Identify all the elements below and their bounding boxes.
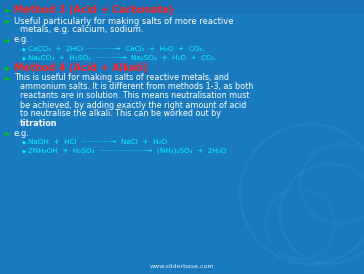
- Text: 2NH₄OH  +  H₂SO₄  ·····················→  (NH₄)₂SO₄  +  2H₂O: 2NH₄OH + H₂SO₄ ·····················→ (N…: [28, 148, 226, 154]
- Text: ►: ►: [5, 36, 11, 44]
- Text: NaOH  +  HCl  ·············→  NaCl  +  H₂O: NaOH + HCl ·············→ NaCl + H₂O: [28, 139, 167, 145]
- Text: ►: ►: [5, 129, 11, 138]
- Text: Method 4 (Acid + Alkali): Method 4 (Acid + Alkali): [14, 63, 148, 73]
- Text: ◆: ◆: [22, 56, 26, 61]
- Text: be achieved, by adding exactly the right amount of acid: be achieved, by adding exactly the right…: [20, 101, 246, 110]
- Text: CaCO₃  +  2HCl  ············→  CaCl₂  +  H₂O  +  CO₂.: CaCO₃ + 2HCl ············→ CaCl₂ + H₂O +…: [28, 46, 205, 52]
- Text: ◆: ◆: [22, 47, 26, 52]
- Text: e.g.: e.g.: [14, 36, 30, 44]
- Text: Na₂CO₃  +  H₂SO₄  ···········→  Na₂SO₄  +  H₂O  +  CO₂.: Na₂CO₃ + H₂SO₄ ···········→ Na₂SO₄ + H₂O…: [28, 55, 217, 61]
- Bar: [0, 0, 364, 14]
- Text: ►: ►: [5, 73, 11, 82]
- Text: ammonium salts. It is different from methods 1-3, as both: ammonium salts. It is different from met…: [20, 82, 253, 92]
- Text: Method 3 (Acid + Carbonate): Method 3 (Acid + Carbonate): [14, 5, 174, 15]
- Text: e.g.: e.g.: [14, 129, 30, 138]
- Text: This is useful for making salts of reactive metals, and: This is useful for making salts of react…: [14, 73, 229, 82]
- Text: titration: titration: [20, 118, 58, 127]
- Text: reactants are in solution. This means neutralisation must: reactants are in solution. This means ne…: [20, 92, 249, 101]
- Text: ►: ►: [5, 64, 11, 73]
- Text: to neutralise the alkali. This can be worked out by: to neutralise the alkali. This can be wo…: [20, 110, 221, 118]
- Text: metals, e.g. calcium, sodium.: metals, e.g. calcium, sodium.: [20, 25, 143, 35]
- Text: ►: ►: [5, 16, 11, 25]
- Text: ►: ►: [5, 5, 11, 15]
- Text: www.sliderbase.com: www.sliderbase.com: [150, 264, 214, 269]
- Text: ◆: ◆: [22, 139, 26, 144]
- Text: Useful particularly for making salts of more reactive: Useful particularly for making salts of …: [14, 16, 233, 25]
- Text: ◆: ◆: [22, 149, 26, 153]
